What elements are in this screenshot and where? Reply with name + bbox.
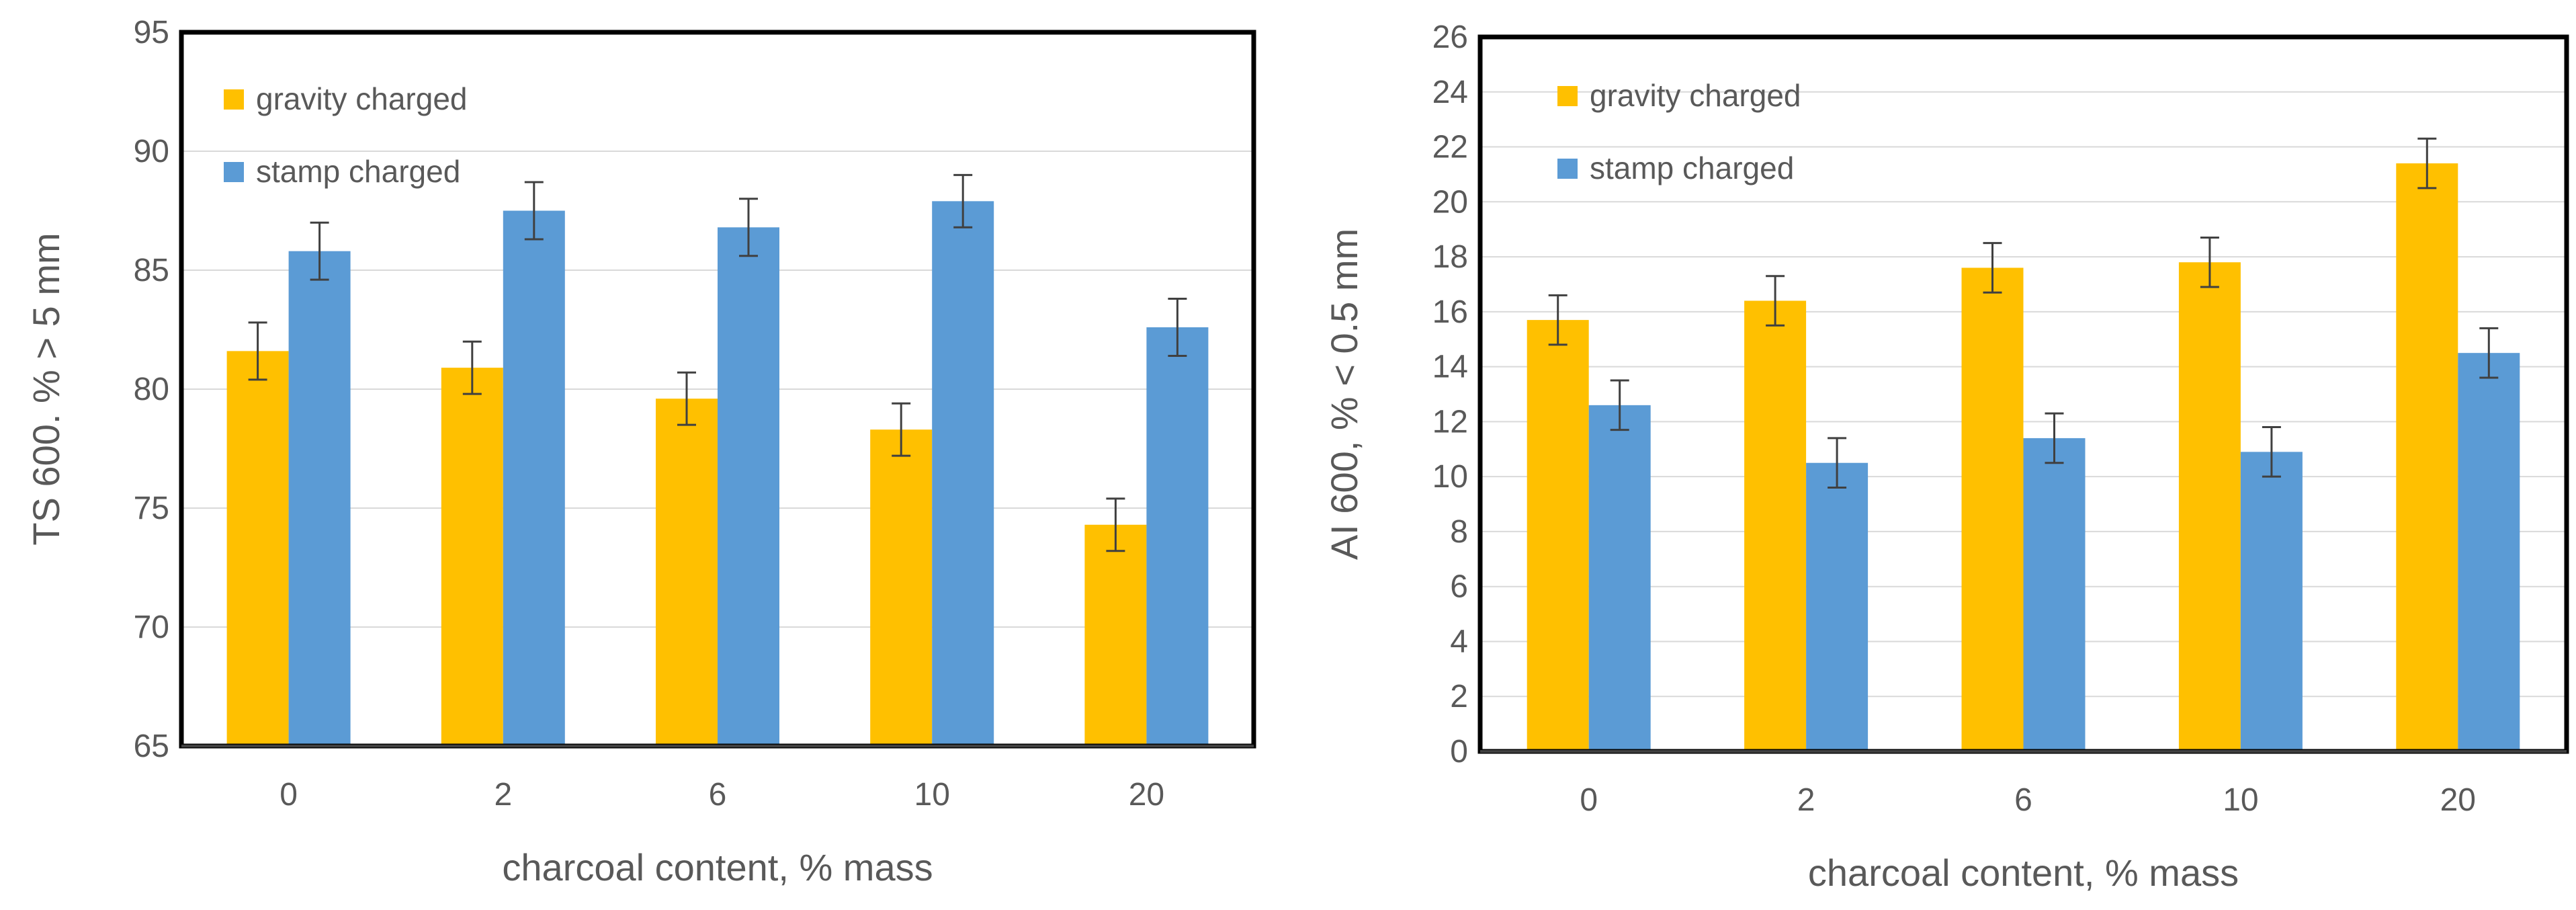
y-tick-label: 85 [134,253,169,288]
x-tick-label: 6 [709,777,727,813]
x-tick-label: 2 [1797,782,1815,818]
bar-stamp-20 [2458,353,2520,751]
bar-stamp-2 [1806,462,1869,751]
y-tick-label: 20 [1432,184,1468,220]
bar-gravity-0 [226,351,289,746]
error-bar [739,198,758,257]
y-tick-label: 0 [1450,734,1468,770]
error-bar [677,371,696,426]
y-tick-label: 18 [1432,239,1468,275]
error-bar [1106,497,1125,552]
error-bar [1828,437,1847,489]
error-bar [2479,327,2499,379]
y-tick-label: 90 [134,134,169,169]
y-axis-title: TS 600. % > 5 mm [25,233,67,545]
bar-gravity-10 [870,429,933,746]
y-tick-label: 10 [1432,459,1468,495]
y-tick-label: 8 [1450,514,1468,550]
x-tick-label: 0 [1580,782,1598,818]
legend-swatch-gravity [1557,86,1578,106]
y-tick-label: 2 [1450,679,1468,714]
legend-label-gravity: gravity charged [1590,78,1801,113]
legend-label-stamp: stamp charged [256,154,460,189]
x-tick-label: 2 [494,777,512,813]
x-tick-label: 0 [280,777,298,813]
error-bar [1983,242,2002,294]
error-bar [2045,412,2064,464]
error-bar [953,173,973,229]
error-bar [2262,426,2281,478]
y-tick-label: 14 [1432,349,1468,385]
error-bar [2417,137,2437,190]
error-bar [1610,379,1629,431]
legend-label-gravity: gravity charged [256,81,468,116]
bar-stamp-6 [718,227,779,746]
y-tick-label: 6 [1450,569,1468,605]
y-tick-label: 4 [1450,624,1468,659]
bar-gravity-6 [656,399,718,746]
y-tick-label: 75 [134,491,169,526]
bar-gravity-2 [441,368,503,746]
legend-swatch-gravity [224,89,244,110]
ts600-bar-chart: 0 2 6 10 20 65 70 75 80 85 90 95 TS 600. % > 5 mm cha… [25,15,1256,888]
error-bar [248,321,267,381]
bar-stamp-0 [1588,405,1651,751]
y-tick-label: 70 [134,610,169,645]
bar-stamp-2 [503,210,565,746]
bar-gravity-20 [2396,163,2458,752]
error-bar [1168,297,1187,357]
error-bar [310,221,329,281]
bar-stamp-20 [1146,327,1209,747]
y-tick-label: 22 [1432,130,1468,165]
error-bar [892,402,911,457]
y-tick-label: 65 [134,729,169,764]
error-bar [1766,275,1785,327]
error-bar [1548,294,1568,346]
bar-stamp-6 [2023,438,2086,751]
x-tick-label: 20 [1129,777,1164,813]
bar-gravity-2 [1744,300,1807,751]
legend-swatch-stamp [224,162,244,182]
bar-gravity-6 [1961,267,2024,751]
error-bar [462,340,482,395]
y-axis-title: AI 600, % < 0.5 mm [1323,229,1365,560]
bar-stamp-10 [932,201,994,747]
x-axis-title: charcoal content, % mass [1808,852,2239,894]
y-tick-label: 95 [134,15,169,50]
error-bar [524,181,544,241]
bar-gravity-0 [1527,320,1589,751]
y-tick-label: 80 [134,372,169,407]
error-bar [2200,236,2219,288]
y-tick-label: 12 [1432,404,1468,440]
legend-label-stamp: stamp charged [1590,151,1794,185]
x-tick-label: 10 [2223,782,2258,818]
y-tick-label: 24 [1432,75,1468,110]
y-tick-label: 26 [1432,19,1468,55]
y-tick-label: 16 [1432,294,1468,330]
bar-gravity-10 [2178,262,2241,751]
bar-stamp-0 [288,251,351,746]
x-tick-label: 10 [914,777,950,813]
bar-gravity-20 [1084,524,1147,746]
bar-stamp-10 [2240,452,2303,751]
x-tick-label: 20 [2440,782,2476,818]
x-axis-title: charcoal content, % mass [502,846,933,888]
legend-swatch-stamp [1557,159,1578,179]
x-tick-label: 6 [2014,782,2032,818]
